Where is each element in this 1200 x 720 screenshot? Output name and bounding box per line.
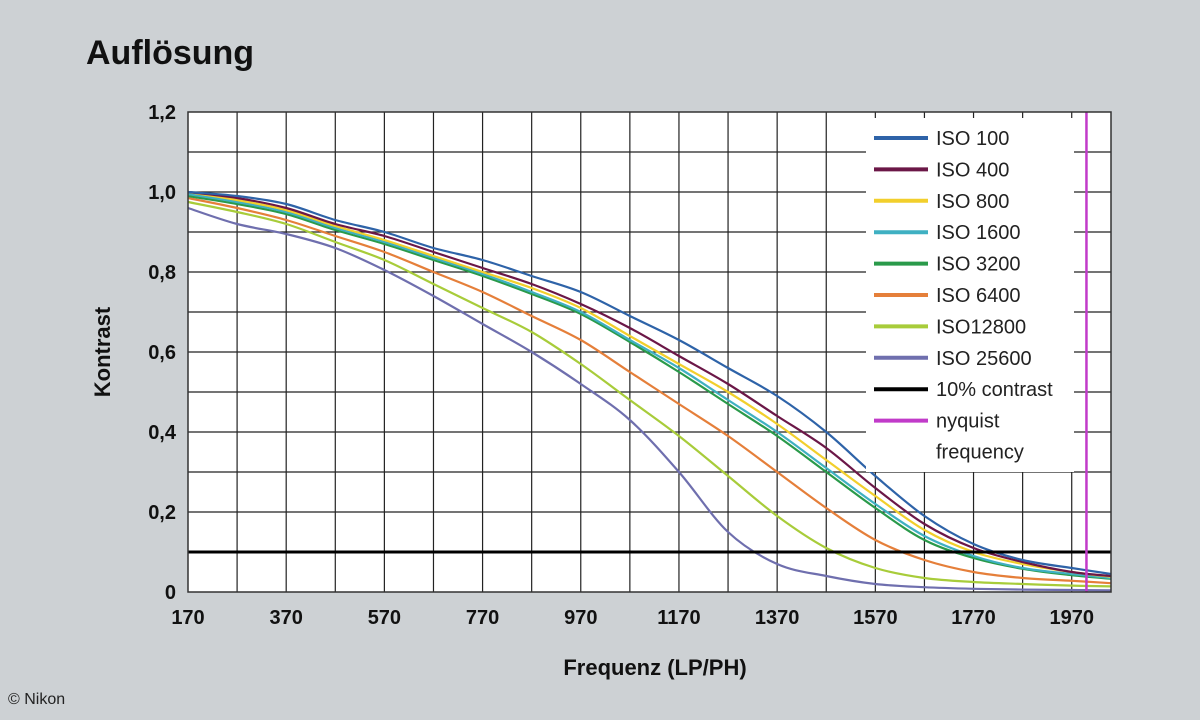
series-line-iso-6400 bbox=[187, 196, 1112, 585]
chart-title: Auflösung bbox=[86, 34, 254, 72]
y-tick-label: 0,2 bbox=[148, 502, 176, 524]
legend-label: ISO12800 bbox=[936, 316, 1026, 338]
reference-lines bbox=[188, 112, 1111, 592]
legend-label: nyquist bbox=[936, 411, 1000, 433]
y-tick-label: 1,2 bbox=[148, 102, 176, 124]
x-tick-label: 170 bbox=[171, 607, 204, 629]
series-line-iso-400 bbox=[187, 190, 1112, 578]
legend-label: 10% contrast bbox=[936, 379, 1053, 401]
legend-label: ISO 100 bbox=[936, 128, 1009, 150]
y-tick-label: 1,0 bbox=[148, 182, 176, 204]
y-tick-labels: 0 0,2 0,4 0,6 0,8 1,0 1,2 bbox=[148, 102, 177, 604]
y-tick-label: 0,8 bbox=[148, 262, 176, 284]
legend-label-line2: frequency bbox=[936, 442, 1024, 464]
x-tick-label: 570 bbox=[368, 607, 401, 629]
y-axis-label: Kontrast bbox=[90, 306, 115, 397]
legend-label: ISO 800 bbox=[936, 191, 1009, 213]
y-tick-label: 0,6 bbox=[148, 342, 176, 364]
legend-label: ISO 400 bbox=[936, 159, 1009, 181]
x-tick-label: 1970 bbox=[1049, 607, 1094, 629]
legend-label: ISO 25600 bbox=[936, 348, 1032, 370]
x-tick-label: 370 bbox=[270, 607, 303, 629]
x-tick-label: 1370 bbox=[755, 607, 800, 629]
plot-frame bbox=[187, 111, 1112, 593]
x-tick-label: 1570 bbox=[853, 607, 898, 629]
y-tick-label: 0,4 bbox=[148, 422, 177, 444]
series-line-iso-25600 bbox=[187, 206, 1112, 592]
legend: ISO 100 ISO 400 ISO 800 ISO 1600 ISO 3200 ISO… bbox=[866, 118, 1074, 472]
x-axis-label: Frequenz (LP/PH) bbox=[563, 655, 746, 680]
copyright-credit: © Nikon bbox=[8, 691, 65, 708]
legend-label: ISO 3200 bbox=[936, 254, 1021, 276]
legend-label: ISO 6400 bbox=[936, 285, 1021, 307]
legend-label: ISO 1600 bbox=[936, 222, 1021, 244]
series-line-iso12800 bbox=[187, 200, 1112, 588]
series-line-iso-100 bbox=[187, 190, 1112, 576]
series-line-iso-3200 bbox=[187, 194, 1112, 580]
x-tick-label: 970 bbox=[564, 607, 597, 629]
x-tick-label: 1170 bbox=[657, 607, 700, 629]
y-tick-label: 0 bbox=[165, 582, 176, 604]
x-tick-label: 770 bbox=[466, 607, 499, 629]
x-tick-label: 1770 bbox=[951, 607, 996, 629]
series-line-iso-1600 bbox=[187, 192, 1112, 580]
x-tick-labels: 170 370 570 770 970 1170 1370 1570 1770 1970 bbox=[171, 607, 1094, 629]
